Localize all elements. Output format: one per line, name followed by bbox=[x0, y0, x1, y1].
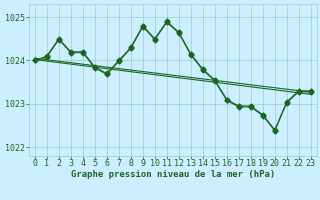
X-axis label: Graphe pression niveau de la mer (hPa): Graphe pression niveau de la mer (hPa) bbox=[71, 170, 275, 179]
